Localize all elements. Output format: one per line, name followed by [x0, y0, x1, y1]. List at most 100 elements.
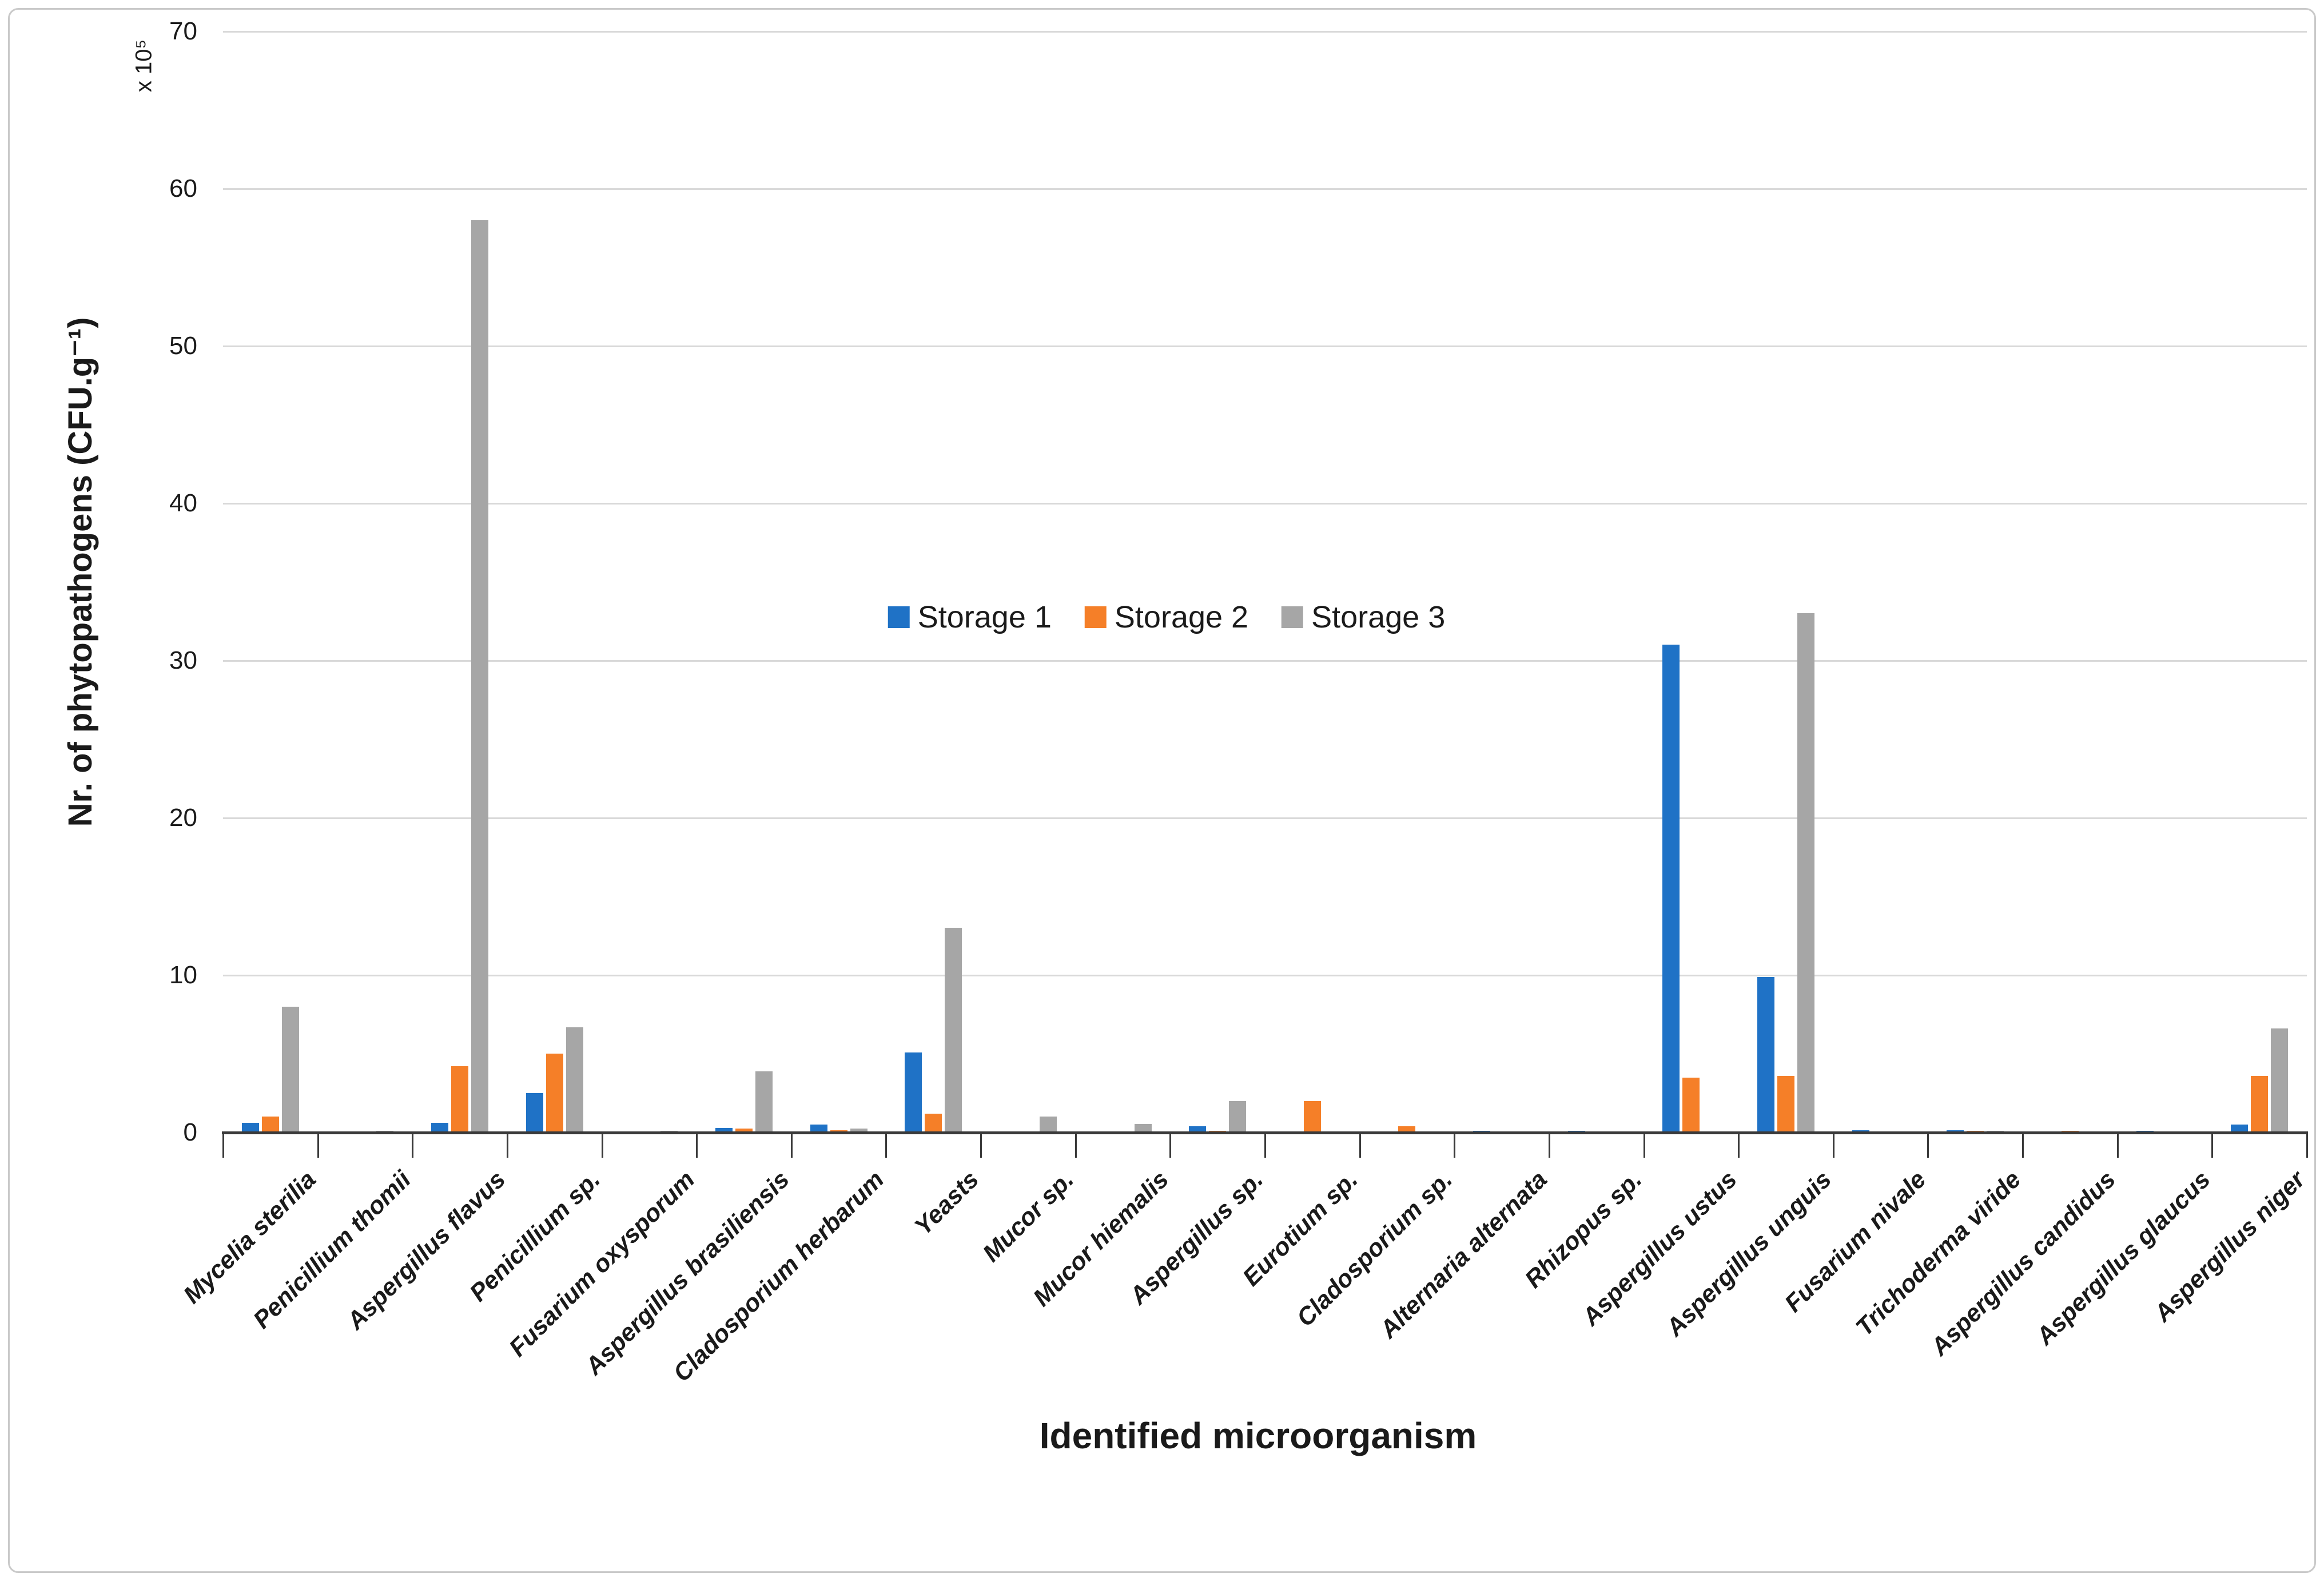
category-group-5	[602, 31, 697, 1133]
bar-storage-1-11	[1189, 1126, 1207, 1133]
bar-storage-3-11	[1229, 1101, 1247, 1133]
category-group-19	[1928, 31, 2023, 1133]
x-tick-21	[2211, 1133, 2214, 1158]
legend-label-storage-3: Storage 3	[1311, 600, 1446, 634]
x-label-3: Aspergillus flavus	[341, 1166, 511, 1335]
legend-swatch-storage-1	[888, 606, 910, 628]
bar-storage-1-16	[1662, 645, 1680, 1133]
x-tick-14	[1548, 1133, 1550, 1158]
category-group-4	[507, 31, 602, 1133]
category-group-12	[1265, 31, 1360, 1133]
x-tick-4	[601, 1133, 603, 1158]
category-group-13	[1360, 31, 1455, 1133]
bar-storage-3-4	[566, 1027, 583, 1133]
bar-storage-2-6	[735, 1129, 753, 1133]
y-tick-label-60: 60	[169, 174, 197, 202]
legend-item-storage-1: Storage 1	[888, 599, 1052, 635]
category-group-20	[2023, 31, 2118, 1133]
x-label-17: Aspergillus unguis	[1661, 1166, 1837, 1342]
legend-swatch-storage-3	[1282, 606, 1304, 628]
x-label-16: Aspergillus ustus	[1577, 1166, 1742, 1332]
category-group-22	[2212, 31, 2307, 1133]
bar-storage-3-9	[1039, 1117, 1057, 1133]
legend-swatch-storage-2	[1084, 606, 1107, 628]
x-label-20: Aspergillus candidus	[1925, 1166, 2121, 1361]
legend-label-storage-2: Storage 2	[1114, 600, 1249, 634]
legend: Storage 1 Storage 2 Storage 3	[888, 599, 1446, 635]
bar-storage-3-17	[1797, 613, 1814, 1133]
x-tick-16	[1738, 1133, 1740, 1158]
bar-storage-1-8	[905, 1052, 922, 1133]
bar-storage-2-1	[261, 1117, 279, 1133]
x-tick-12	[1359, 1133, 1361, 1158]
x-tick-5	[696, 1133, 698, 1158]
bar-storage-2-12	[1303, 1101, 1321, 1133]
x-label-2: Penicillium thomii	[248, 1166, 416, 1334]
x-label-13: Cladosporium sp.	[1291, 1166, 1458, 1332]
gridline-y-30	[223, 660, 2307, 662]
gridline-y-60	[223, 188, 2307, 190]
bar-storage-2-8	[925, 1114, 942, 1133]
x-label-5: Fusarium oxysporum	[504, 1166, 701, 1362]
x-tick-1	[317, 1133, 319, 1158]
y-tick-label-20: 20	[169, 804, 197, 832]
bar-storage-2-13	[1398, 1126, 1416, 1133]
bar-storage-2-22	[2251, 1076, 2269, 1133]
y-tick-label-0: 0	[183, 1118, 197, 1146]
category-group-9	[981, 31, 1076, 1133]
category-group-2	[318, 31, 413, 1133]
x-tick-8	[980, 1133, 982, 1158]
x-tick-18	[1927, 1133, 1929, 1158]
x-label-9: Mucor sp.	[977, 1166, 1079, 1268]
gridline-y-10	[223, 975, 2307, 976]
plot-area	[223, 31, 2307, 1133]
category-group-15	[1549, 31, 1644, 1133]
bar-storage-3-8	[945, 928, 962, 1133]
x-label-8: Yeasts	[909, 1166, 985, 1241]
y-axis-multiplier: x 10⁵	[131, 39, 157, 93]
y-axis-title: Nr. of phytopathogens (CFU.g⁻¹)	[62, 317, 99, 827]
bar-storage-2-3	[451, 1066, 469, 1133]
x-tick-0	[222, 1133, 224, 1158]
category-group-21	[2118, 31, 2212, 1133]
gridline-y-70	[223, 31, 2307, 33]
bar-storage-3-10	[1134, 1124, 1152, 1133]
category-group-6	[697, 31, 791, 1133]
gridline-y-20	[223, 817, 2307, 819]
y-tick-label-10: 10	[169, 961, 197, 989]
y-tick-label-40: 40	[169, 489, 197, 517]
x-label-19: Trichoderma viride	[1851, 1166, 2027, 1342]
gridline-y-50	[223, 345, 2307, 347]
category-group-1	[223, 31, 318, 1133]
bar-storage-1-3	[431, 1123, 449, 1133]
x-tick-10	[1169, 1133, 1172, 1158]
x-tick-6	[790, 1133, 793, 1158]
x-axis-title: Identified microorganism	[1039, 1415, 1477, 1456]
category-group-17	[1738, 31, 1833, 1133]
x-tick-7	[885, 1133, 888, 1158]
category-group-16	[1644, 31, 1739, 1133]
x-tick-13	[1454, 1133, 1456, 1158]
x-tick-19	[2022, 1133, 2024, 1158]
y-tick-label-50: 50	[169, 332, 197, 360]
y-tick-label-30: 30	[169, 646, 197, 674]
x-tick-9	[1075, 1133, 1077, 1158]
category-group-14	[1454, 31, 1549, 1133]
bar-storage-3-1	[281, 1007, 299, 1133]
bar-storage-1-7	[810, 1125, 827, 1133]
gridline-y-40	[223, 503, 2307, 505]
bar-storage-1-17	[1757, 977, 1774, 1133]
y-tick-label-70: 70	[169, 17, 197, 45]
category-group-8	[886, 31, 981, 1133]
bar-storage-3-6	[755, 1071, 773, 1133]
category-group-7	[791, 31, 886, 1133]
x-tick-17	[1832, 1133, 1834, 1158]
bar-storage-1-6	[715, 1128, 733, 1133]
bar-storage-2-16	[1682, 1078, 1700, 1133]
x-tick-2	[412, 1133, 414, 1158]
x-tick-11	[1264, 1133, 1266, 1158]
x-tick-22	[2306, 1133, 2308, 1158]
category-group-18	[1833, 31, 1928, 1133]
category-group-10	[1076, 31, 1171, 1133]
